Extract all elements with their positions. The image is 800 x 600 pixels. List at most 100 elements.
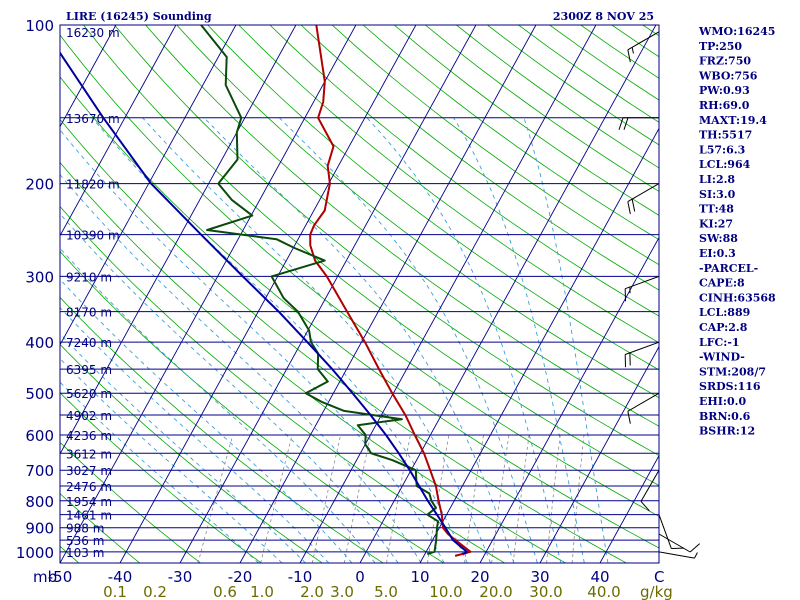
index-entry: CINH:63568 (699, 291, 776, 304)
isotherm (60, 25, 357, 563)
dry-adiabat (207, 25, 659, 371)
index-entry: CAP:2.8 (699, 321, 748, 334)
mixing-ratio-labels: 0.1 0.2 0.6 1.0 2.0 3.0 5.0 10.0 20.0 30.0 40.0 (103, 583, 621, 600)
index-entry: -WIND- (699, 351, 745, 364)
isotherm (539, 345, 659, 563)
moist-adiabat (366, 117, 562, 563)
index-entry: -PARCEL- (699, 262, 758, 275)
wind-barb-flag (618, 117, 624, 130)
height-label: 2476 m (66, 480, 112, 494)
mixing-ratio-label: 3.0 (330, 583, 354, 600)
mixing-ratio-unit: g/kg (640, 583, 673, 600)
height-label: 8170 m (66, 306, 112, 320)
wind-barb (658, 533, 700, 553)
dry-adiabat (176, 25, 659, 399)
temperature-label: -10 (288, 568, 313, 586)
wind-barb-flag (623, 117, 629, 130)
isotherm (299, 25, 597, 563)
isotherms (0, 25, 659, 563)
isobars (60, 24, 659, 564)
index-entry: LFC:-1 (699, 336, 740, 349)
mixing-ratio-label: 30.0 (529, 583, 562, 600)
dry-adiabat (0, 25, 18, 563)
moist-adiabat (279, 117, 538, 563)
temperature-trace (309, 25, 472, 557)
height-label: 1954 m (66, 495, 112, 509)
index-entry: KI:27 (699, 217, 733, 230)
sounding-traces (60, 25, 472, 557)
pressure-label: 1000 (16, 544, 54, 562)
isotherm (419, 127, 659, 563)
mixing-ratio-line (546, 434, 561, 563)
wind-barb-shaft (658, 551, 695, 559)
mixing-ratio-label: 10.0 (429, 583, 462, 600)
wind-barb-shaft (658, 533, 691, 553)
height-label: 11820 m (66, 178, 120, 192)
mixing-ratio-label: 0.2 (143, 583, 167, 600)
pressure-label: 100 (25, 17, 54, 35)
index-entry: FRZ:750 (699, 55, 751, 68)
moist-adiabat (203, 117, 515, 563)
wind-barb (624, 341, 660, 368)
wind-barb-shaft (627, 183, 660, 203)
height-label: 4236 m (66, 429, 112, 443)
dry-adiabat (145, 25, 659, 427)
dry-adiabat (83, 25, 659, 486)
height-label: 6395 m (66, 363, 112, 377)
isotherm (119, 25, 417, 563)
dry-adiabat (60, 34, 659, 517)
index-entry: L57:6.3 (699, 143, 745, 156)
mixing-ratio-line (464, 434, 484, 563)
height-label: 536 m (66, 534, 104, 548)
height-labels: 16230 m 13670 m 11820 m 10390 m 9210 m 8170 m… (66, 26, 120, 560)
index-entry: EHI:0.0 (699, 395, 746, 408)
index-entry: LI:2.8 (699, 173, 735, 186)
pressure-label: 400 (25, 334, 54, 352)
height-label: 4902 m (66, 409, 112, 423)
wind-barb-shaft (627, 392, 660, 412)
wind-barb-flag (627, 201, 631, 215)
temperature-label: 40 (590, 568, 609, 586)
height-label: 7240 m (66, 336, 112, 350)
temperature-label: -30 (168, 568, 193, 586)
wind-barb (624, 275, 660, 302)
isotherm (0, 25, 56, 563)
temperature-label: -40 (108, 568, 133, 586)
height-label: 13670 m (66, 112, 120, 126)
height-label: 103 m (66, 546, 104, 560)
height-label: 5620 m (66, 387, 112, 401)
wind-barb-shaft (627, 31, 660, 51)
wind-barb-flag (627, 49, 631, 63)
dry-adiabat (114, 25, 659, 457)
index-entry: LCL:889 (699, 306, 750, 319)
index-entry: SI:3.0 (699, 188, 736, 201)
index-entry: MAXT:19.4 (699, 114, 767, 127)
mixing-ratio-label: 5.0 (374, 583, 398, 600)
wind-barb-half-flag (694, 552, 698, 559)
index-entry: SW:88 (699, 232, 738, 245)
pressure-label: 300 (25, 268, 54, 286)
height-label: 3027 m (66, 464, 112, 478)
moist-adiabat (60, 247, 376, 563)
mixing-ratio-label: 0.6 (213, 583, 237, 600)
x-axis-unit: C (654, 568, 664, 586)
isotherm (239, 25, 537, 563)
wind-barb-shaft (625, 341, 660, 355)
dry-adiabat (60, 76, 659, 549)
dry-adiabat (60, 492, 140, 563)
mixing-ratio-line (491, 434, 510, 563)
index-entry: BSHR:12 (699, 425, 755, 438)
dry-adiabat (300, 25, 659, 291)
index-entry: STM:208/7 (699, 365, 766, 378)
wind-barbs (618, 31, 700, 559)
dry-adiabat (60, 118, 627, 563)
pressure-label: 600 (25, 427, 54, 445)
chart-timestamp: 2300Z 8 NOV 25 (553, 10, 654, 23)
wind-barb (627, 183, 660, 215)
mixing-ratio-line (512, 434, 530, 563)
y-axis-unit: mb (33, 568, 57, 586)
index-entry: SRDS:116 (699, 380, 761, 393)
isotherm (599, 454, 659, 563)
wind-barb-flag (640, 501, 650, 512)
